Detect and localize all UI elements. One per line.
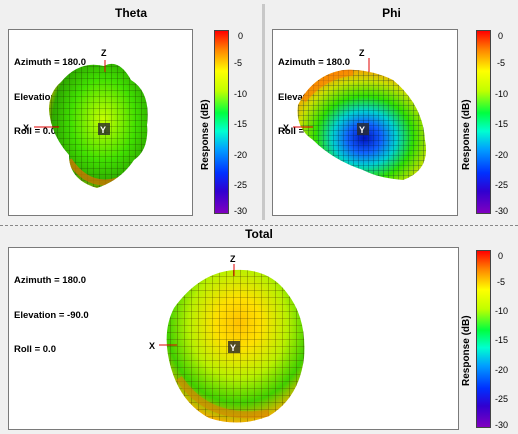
theta-tick-3: -15 xyxy=(234,119,248,129)
phi-colorbar xyxy=(476,30,491,214)
theta-tick-1: -5 xyxy=(234,58,243,68)
theta-tick-5: -25 xyxy=(234,180,248,190)
theta-panel-title: Theta xyxy=(114,6,147,20)
total-tick-4: -20 xyxy=(495,365,509,375)
theta-colorbar-label: Response (dB) xyxy=(200,99,211,170)
phi-tick-3: -15 xyxy=(495,119,509,129)
phi-pattern-surface: Z X Y xyxy=(283,48,427,180)
total-azimuth: Azimuth = 180.0 xyxy=(14,275,87,286)
total-tick-6: -30 xyxy=(495,420,509,430)
theta-tick-0: 0 xyxy=(238,31,244,41)
theta-axis-z: Z xyxy=(101,48,107,58)
phi-plot-area[interactable]: Azimuth = 180.0 Elevation = -90.0 Roll =… xyxy=(272,29,458,216)
theta-tick-4: -20 xyxy=(234,150,248,160)
total-axis-y: Y xyxy=(230,343,236,353)
total-colorbar-label: Response (dB) xyxy=(461,315,472,386)
theta-pattern-surface: Z X Y xyxy=(23,48,148,188)
total-tick-1: -5 xyxy=(497,277,506,287)
total-tick-2: -10 xyxy=(495,306,509,316)
total-tick-3: -15 xyxy=(495,335,509,345)
phi-axis-x: X xyxy=(283,123,289,133)
phi-panel-title: Phi xyxy=(382,6,401,20)
phi-tick-2: -10 xyxy=(495,89,509,99)
phi-tick-0: 0 xyxy=(498,31,504,41)
total-plot-area[interactable]: Azimuth = 180.0 Elevation = -90.0 Roll =… xyxy=(8,247,459,430)
phi-tick-1: -5 xyxy=(497,58,506,68)
total-tick-0: 0 xyxy=(498,251,504,261)
total-tick-5: -25 xyxy=(495,394,509,404)
total-info: Azimuth = 180.0 Elevation = -90.0 Roll =… xyxy=(14,252,89,379)
phi-tick-6: -30 xyxy=(495,206,509,216)
theta-roll: Roll = 0.0 xyxy=(14,126,56,137)
theta-tick-6: -30 xyxy=(234,206,248,216)
theta-colorbar xyxy=(214,30,229,214)
total-axis-z: Z xyxy=(230,254,236,264)
phi-azimuth: Azimuth = 180.0 xyxy=(278,57,351,68)
total-elevation: Elevation = -90.0 xyxy=(14,309,89,321)
theta-axis-x: X xyxy=(23,123,29,133)
total-colorbar xyxy=(476,250,491,428)
phi-axis-y: Y xyxy=(359,125,365,135)
phi-tick-4: -20 xyxy=(495,150,509,160)
total-axis-x: X xyxy=(149,341,155,351)
total-pattern-surface: Z X Y xyxy=(149,254,305,423)
total-roll: Roll = 0.0 xyxy=(14,344,56,355)
theta-plot-area[interactable]: Azimuth = 180.0 Elevation = -90.0 Roll =… xyxy=(8,29,193,216)
theta-axis-y: Y xyxy=(100,125,106,135)
phi-tick-5: -25 xyxy=(495,180,509,190)
horizontal-divider xyxy=(0,225,518,226)
panel-splitter[interactable] xyxy=(262,4,265,220)
phi-colorbar-label: Response (dB) xyxy=(461,99,472,170)
theta-azimuth: Azimuth = 180.0 xyxy=(14,57,87,68)
phi-axis-z: Z xyxy=(359,48,365,58)
total-panel-title: Total xyxy=(245,227,273,241)
theta-tick-2: -10 xyxy=(234,89,248,99)
